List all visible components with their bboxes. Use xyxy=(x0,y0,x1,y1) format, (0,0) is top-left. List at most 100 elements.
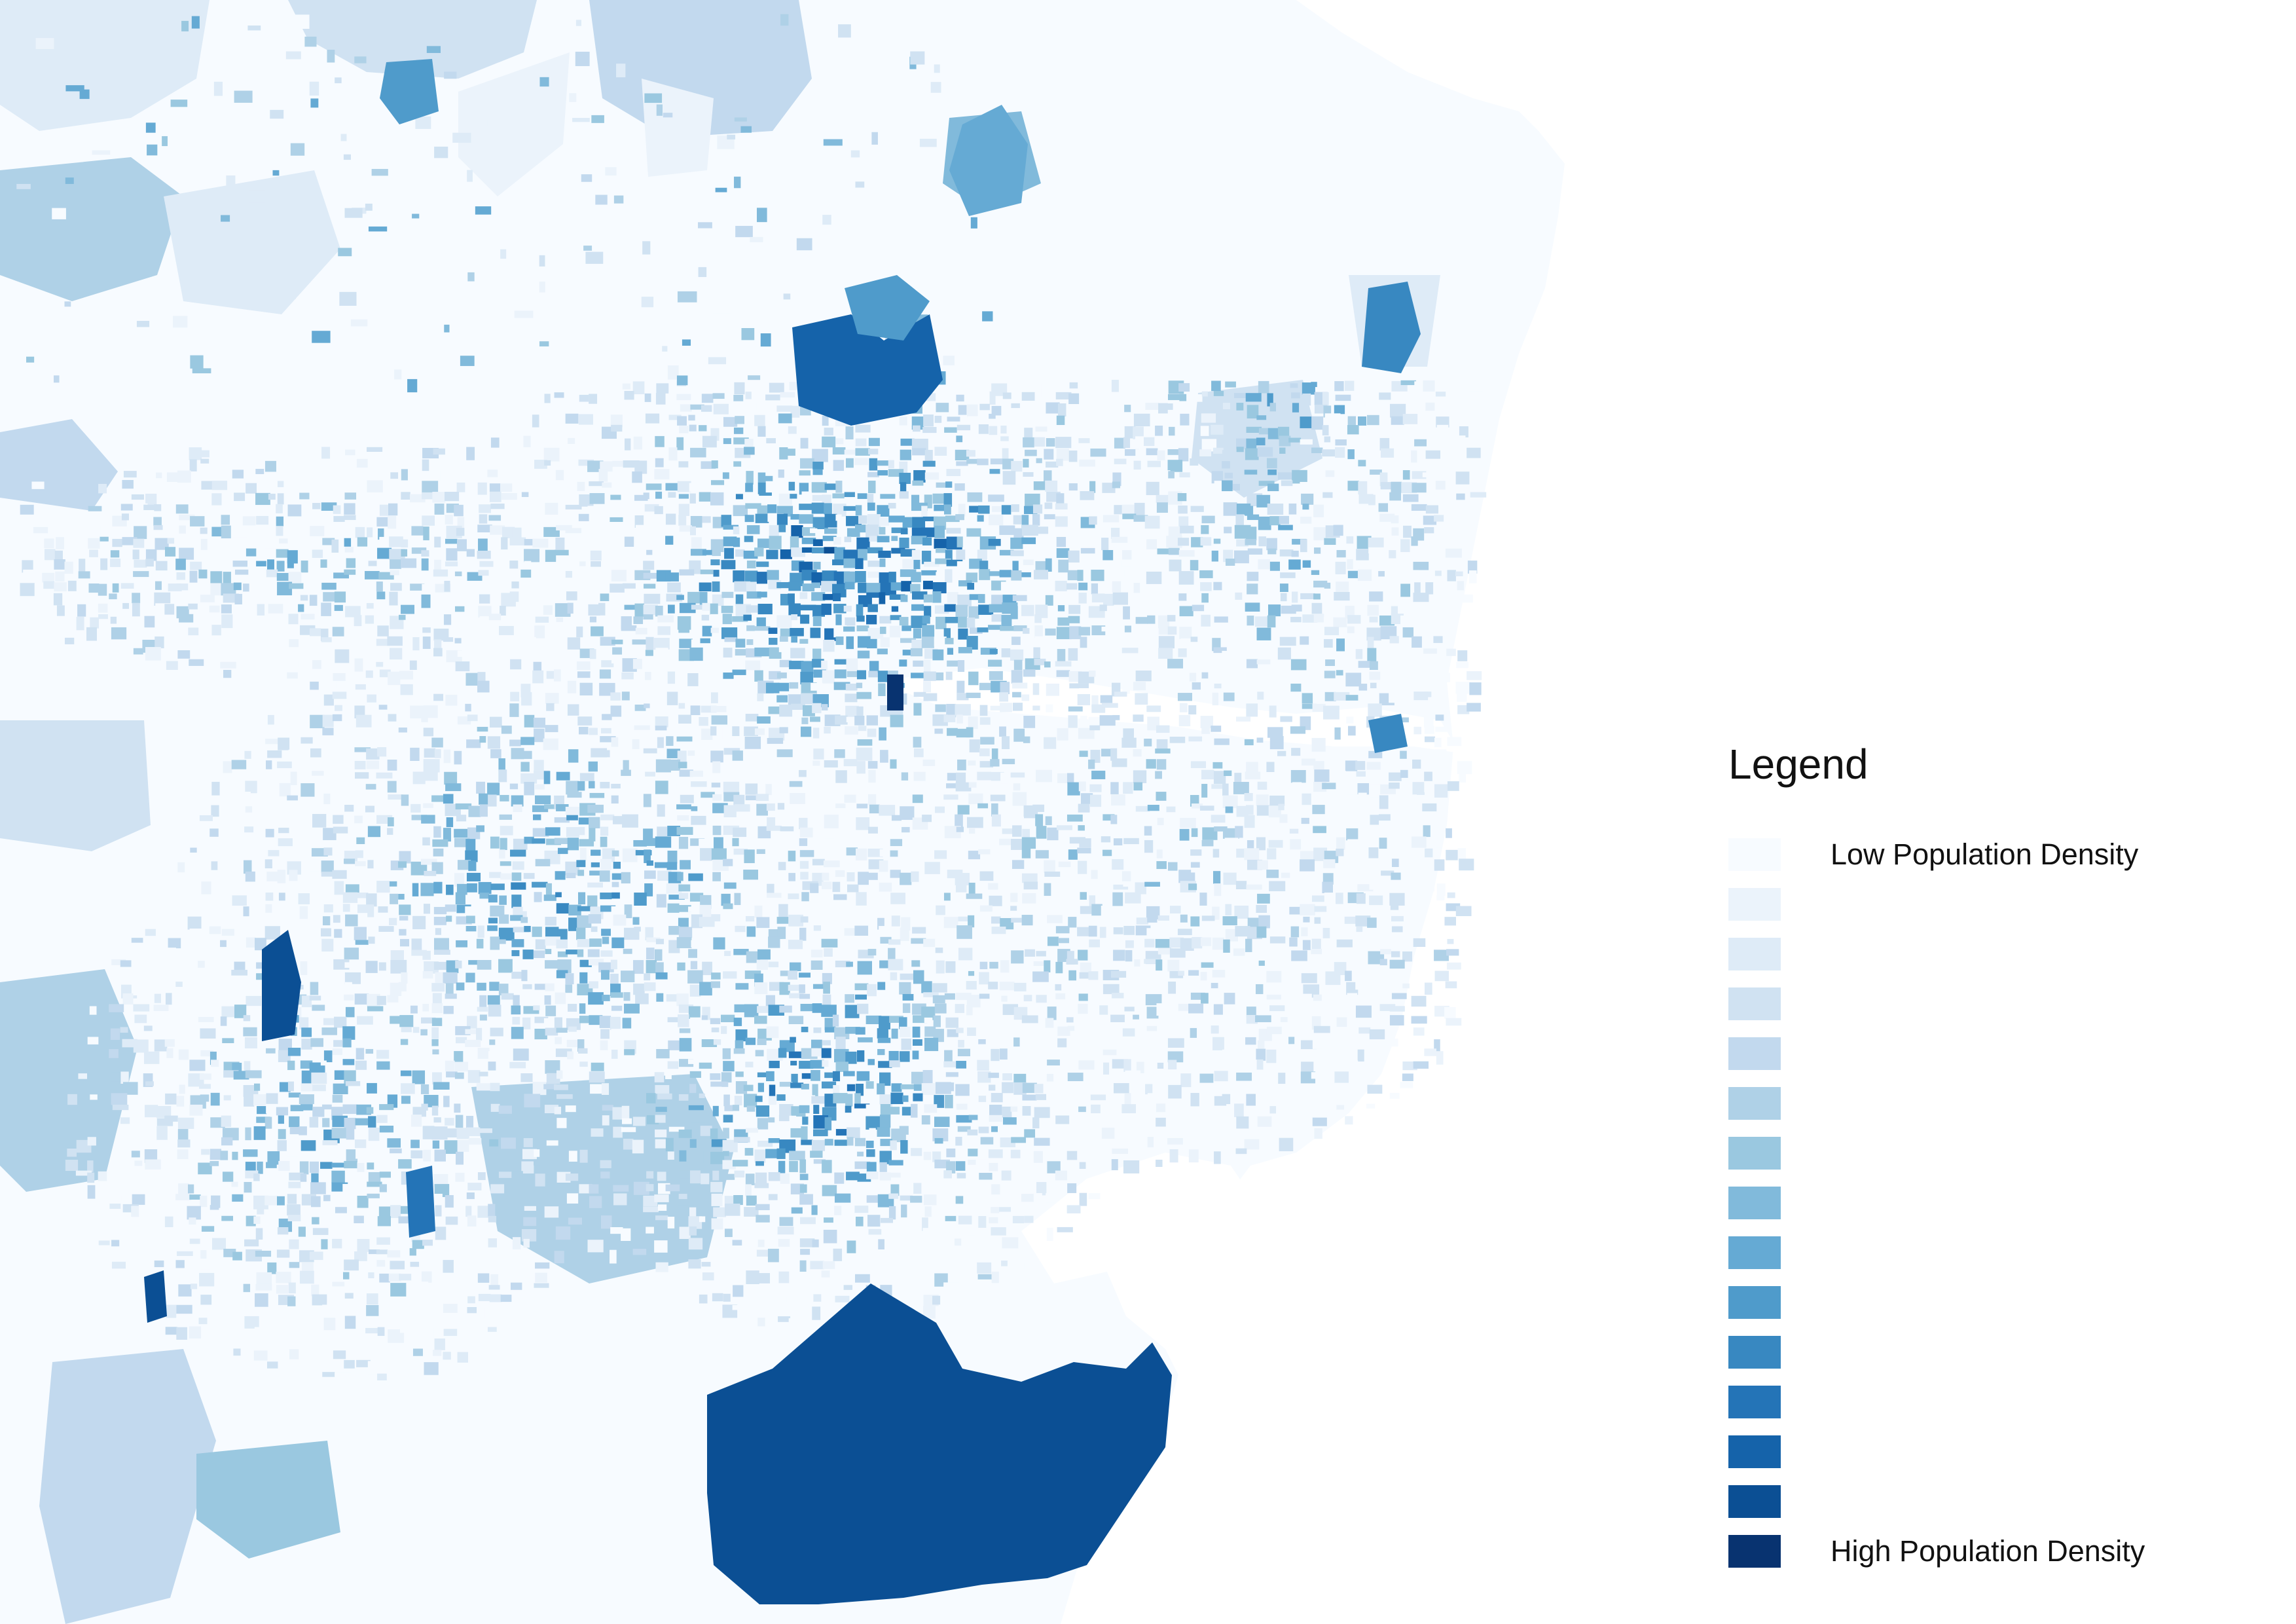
legend-swatch xyxy=(1728,1435,1781,1468)
suburb-cell xyxy=(611,783,621,788)
suburb-cell xyxy=(678,1194,687,1200)
suburb-cell xyxy=(847,671,859,677)
suburb-cell xyxy=(86,627,97,641)
suburb-cell xyxy=(134,1262,141,1274)
suburb-cell xyxy=(1068,970,1076,981)
suburb-cell xyxy=(1156,725,1170,733)
suburb-cell xyxy=(913,1084,928,1091)
suburb-cell xyxy=(680,794,694,803)
suburb-cell xyxy=(301,1027,312,1037)
suburb-cell xyxy=(189,1326,202,1339)
suburb-cell xyxy=(309,995,321,1001)
suburb-cell xyxy=(921,550,932,564)
suburb-cell xyxy=(1336,581,1349,595)
suburb-cell xyxy=(769,536,782,549)
suburb-cell xyxy=(200,1295,212,1305)
suburb-cell xyxy=(35,38,54,49)
suburb-cell xyxy=(821,881,832,889)
suburb-cell xyxy=(401,558,417,568)
suburb-cell xyxy=(1157,915,1170,921)
suburb-cell xyxy=(1290,726,1306,734)
suburb-cell xyxy=(583,246,592,251)
suburb-cell xyxy=(721,627,738,639)
suburb-cell xyxy=(634,460,647,474)
suburb-cell xyxy=(532,805,549,813)
suburb-cell xyxy=(1078,728,1095,739)
suburb-cell xyxy=(1047,915,1063,923)
suburb-cell xyxy=(979,905,993,912)
suburb-cell xyxy=(178,1284,192,1297)
suburb-cell xyxy=(679,1028,691,1033)
suburb-cell xyxy=(1057,1227,1073,1232)
suburb-cell xyxy=(902,826,910,833)
suburb-cell xyxy=(767,883,774,898)
suburb-cell xyxy=(846,658,858,671)
suburb-cell xyxy=(357,1016,373,1025)
suburb-cell xyxy=(1288,559,1301,570)
suburb-cell xyxy=(1457,581,1465,591)
suburb-cell xyxy=(311,570,325,580)
suburb-cell xyxy=(677,872,683,881)
suburb-cell xyxy=(867,547,883,553)
suburb-cell xyxy=(779,705,793,717)
suburb-cell xyxy=(1036,826,1047,839)
suburb-cell xyxy=(1211,982,1218,989)
suburb-cell xyxy=(1123,782,1133,794)
suburb-cell xyxy=(322,1104,332,1110)
suburb-cell xyxy=(1347,449,1355,460)
suburb-cell xyxy=(244,1338,259,1344)
suburb-cell xyxy=(1445,548,1462,558)
suburb-cell xyxy=(1402,627,1414,638)
suburb-cell xyxy=(767,504,777,513)
suburb-cell xyxy=(490,936,500,950)
suburb-cell xyxy=(590,550,602,561)
suburb-cell xyxy=(1079,459,1095,467)
suburb-cell xyxy=(366,893,377,907)
suburb-cell xyxy=(499,814,513,820)
suburb-cell xyxy=(822,436,836,448)
suburb-cell xyxy=(980,1137,994,1145)
suburb-cell xyxy=(565,528,582,534)
suburb-cell xyxy=(888,469,904,477)
suburb-cell xyxy=(539,255,545,267)
suburb-cell xyxy=(911,604,924,611)
suburb-cell xyxy=(955,449,970,461)
suburb-cell xyxy=(910,1196,922,1203)
suburb-cell xyxy=(400,1206,412,1214)
suburb-cell xyxy=(1256,794,1269,806)
suburb-cell xyxy=(75,1170,92,1176)
suburb-cell xyxy=(243,1015,251,1022)
suburb-cell xyxy=(890,1172,901,1178)
suburb-cell xyxy=(1291,950,1307,961)
suburb-cell xyxy=(643,1206,659,1213)
suburb-cell xyxy=(487,925,498,931)
suburb-cell xyxy=(1121,550,1132,560)
suburb-cell xyxy=(1256,904,1267,913)
suburb-cell xyxy=(388,480,395,492)
suburb-cell xyxy=(1436,883,1446,896)
suburb-cell xyxy=(524,591,539,600)
suburb-cell xyxy=(1167,1038,1184,1048)
suburb-cell xyxy=(579,726,589,735)
suburb-cell xyxy=(355,940,369,945)
suburb-cell xyxy=(365,203,373,211)
suburb-cell xyxy=(1411,450,1417,463)
suburb-cell xyxy=(1047,1060,1060,1066)
suburb-cell xyxy=(756,758,773,764)
suburb-cell xyxy=(678,893,689,899)
suburb-cell xyxy=(368,1249,380,1255)
suburb-cell xyxy=(811,1039,822,1049)
suburb-cell xyxy=(778,647,789,652)
suburb-cell xyxy=(412,1060,424,1067)
suburb-cell xyxy=(345,1006,355,1018)
suburb-cell xyxy=(244,750,251,759)
suburb-cell xyxy=(1324,638,1333,648)
suburb-cell xyxy=(376,995,386,1005)
suburb-cell xyxy=(888,939,901,945)
suburb-cell xyxy=(634,704,646,711)
suburb-cell xyxy=(1067,1025,1075,1031)
suburb-cell xyxy=(177,470,191,483)
suburb-cell xyxy=(177,1251,193,1256)
suburb-cell xyxy=(1156,502,1168,513)
suburb-cell xyxy=(590,1084,602,1094)
